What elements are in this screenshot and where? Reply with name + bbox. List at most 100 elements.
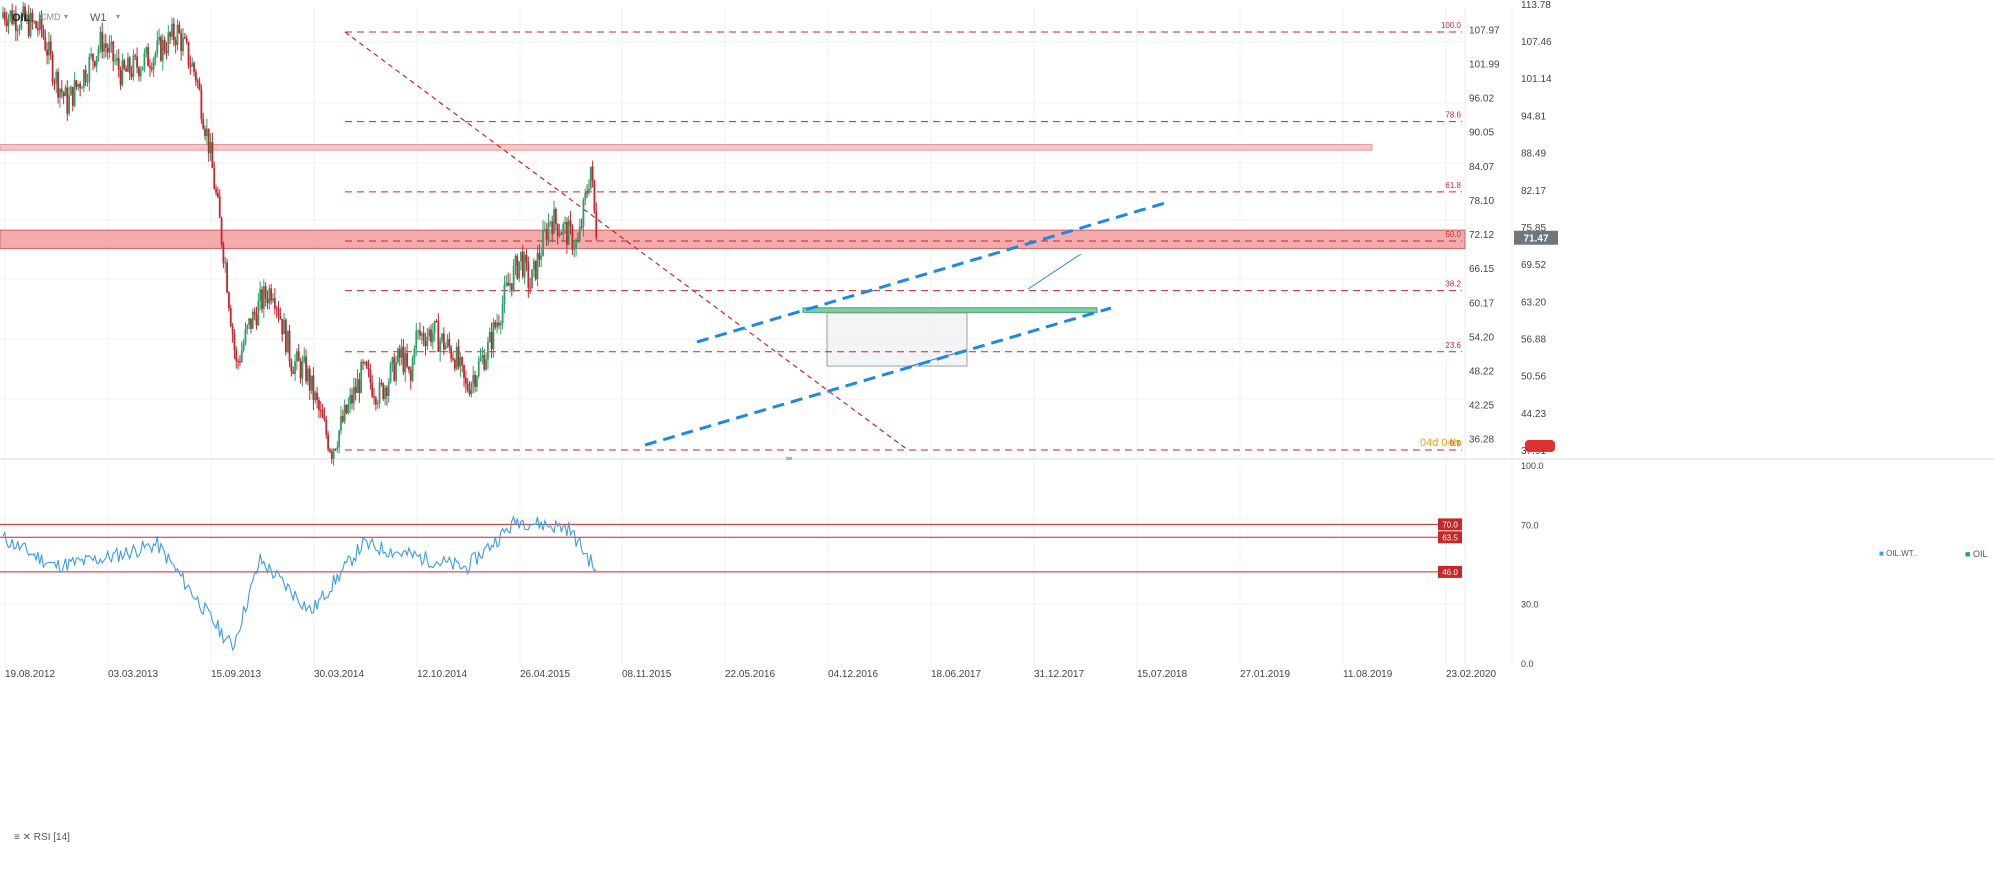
- candle-body: [239, 361, 241, 363]
- candle-body: [288, 330, 291, 362]
- candle-body: [455, 346, 458, 369]
- candle-body: [207, 128, 210, 154]
- chevron-down-icon[interactable]: ▾: [64, 12, 69, 21]
- candle-body: [532, 260, 535, 270]
- candle-body: [31, 12, 34, 23]
- candle-body: [154, 53, 157, 59]
- legend-primary[interactable]: ■ OIL: [1965, 549, 1988, 559]
- candle-body: [334, 449, 337, 451]
- candle-body: [7, 17, 10, 27]
- candle-body: [295, 351, 298, 362]
- candle-body: [378, 382, 381, 404]
- candle-body: [114, 60, 116, 62]
- close-icon[interactable]: ✕: [22, 832, 32, 843]
- candle-body: [420, 333, 423, 336]
- candle-body: [336, 447, 339, 450]
- candle-body: [531, 269, 533, 289]
- candle-body: [545, 229, 548, 241]
- candle-body: [27, 14, 30, 36]
- candle-body: [99, 31, 102, 49]
- current-price-label: 71.47: [1523, 234, 1548, 245]
- panel-resize-handle-icon: [786, 457, 792, 460]
- candle-body: [14, 15, 17, 32]
- candle-body: [90, 53, 93, 57]
- candle-body: [406, 353, 408, 367]
- candle-body: [60, 88, 63, 93]
- candle-body: [494, 322, 497, 328]
- candle-body: [424, 340, 427, 346]
- candle-body: [474, 375, 476, 387]
- candle-body: [86, 81, 89, 83]
- timeframe-selector[interactable]: W1: [90, 12, 107, 24]
- candle-body: [534, 260, 537, 280]
- price-tick-label-secondary: 69.52: [1521, 260, 1546, 271]
- candle-body: [580, 226, 583, 228]
- candle-body: [222, 244, 225, 264]
- candle-body: [172, 23, 175, 41]
- candle-body: [487, 341, 489, 360]
- candle-body: [160, 36, 162, 61]
- candle-body: [347, 403, 350, 414]
- time-tick-label: 26.04.2015: [520, 669, 570, 680]
- rsi-indicator-label[interactable]: ≡ ✕ RSI [14]: [14, 832, 70, 843]
- symbol-label[interactable]: OIL: [12, 12, 31, 24]
- candle-body: [145, 47, 148, 54]
- candle-body: [351, 394, 353, 404]
- candle-body: [284, 319, 287, 353]
- rsi-panel: 70.0 63.5 46.0: [0, 515, 1462, 652]
- candle-body: [189, 65, 192, 67]
- chevron-down-icon[interactable]: ▾: [116, 12, 121, 21]
- candle-body: [564, 222, 566, 225]
- trendline-upper: [696, 201, 1166, 344]
- candle-body: [191, 62, 194, 67]
- candle-body: [81, 87, 83, 89]
- candle-body: [358, 379, 361, 393]
- candle-body: [338, 430, 341, 448]
- candle-body: [152, 58, 155, 70]
- candle-body: [196, 80, 199, 83]
- candle-body: [516, 256, 519, 279]
- fib-level-label: 38.2: [1445, 280, 1461, 289]
- candle-body: [231, 326, 234, 335]
- candle-body: [426, 336, 429, 346]
- candle-body: [281, 318, 284, 335]
- candle-body: [228, 292, 230, 309]
- candle-body: [226, 262, 228, 293]
- candle-body: [123, 60, 126, 69]
- candle-body: [143, 53, 146, 67]
- legend-secondary[interactable]: ■ OIL.WT..: [1879, 549, 1918, 558]
- fibonacci-levels: 100.0 78.6 61.8 50.0 38.2 23.6 0.0: [344, 21, 1462, 451]
- candle-body: [106, 48, 109, 53]
- candle-body: [46, 50, 48, 56]
- candle-body: [448, 339, 451, 348]
- candle-body: [259, 289, 262, 302]
- candle-body: [275, 308, 278, 310]
- price-tick-label-secondary: 88.49: [1521, 149, 1546, 160]
- candle-body: [255, 314, 258, 326]
- rsi-label-text: RSI [14]: [33, 832, 70, 843]
- candle-body: [82, 69, 85, 88]
- legend-secondary-text: OIL.WT..: [1886, 549, 1918, 558]
- candle-body: [174, 40, 177, 45]
- candle-body: [220, 217, 223, 245]
- price-tick-label: 90.05: [1469, 128, 1494, 139]
- legend-primary-text: OIL: [1972, 549, 1988, 559]
- candle-body: [40, 14, 43, 30]
- candle-body: [472, 375, 475, 384]
- candle-body: [453, 359, 456, 369]
- candle-body: [409, 369, 412, 381]
- price-tick-label: 96.02: [1469, 94, 1494, 105]
- candle-body: [488, 331, 491, 342]
- candle-body: [209, 141, 212, 154]
- settings-icon[interactable]: ≡: [14, 832, 20, 843]
- candle-body: [169, 32, 172, 37]
- candle-body: [556, 223, 559, 237]
- candle-body: [400, 346, 403, 358]
- candle-body: [84, 69, 87, 82]
- candle-body: [176, 24, 179, 45]
- candle-body: [365, 361, 368, 368]
- candle-body: [391, 357, 394, 364]
- candle-body: [408, 366, 410, 370]
- candle-body: [292, 371, 295, 374]
